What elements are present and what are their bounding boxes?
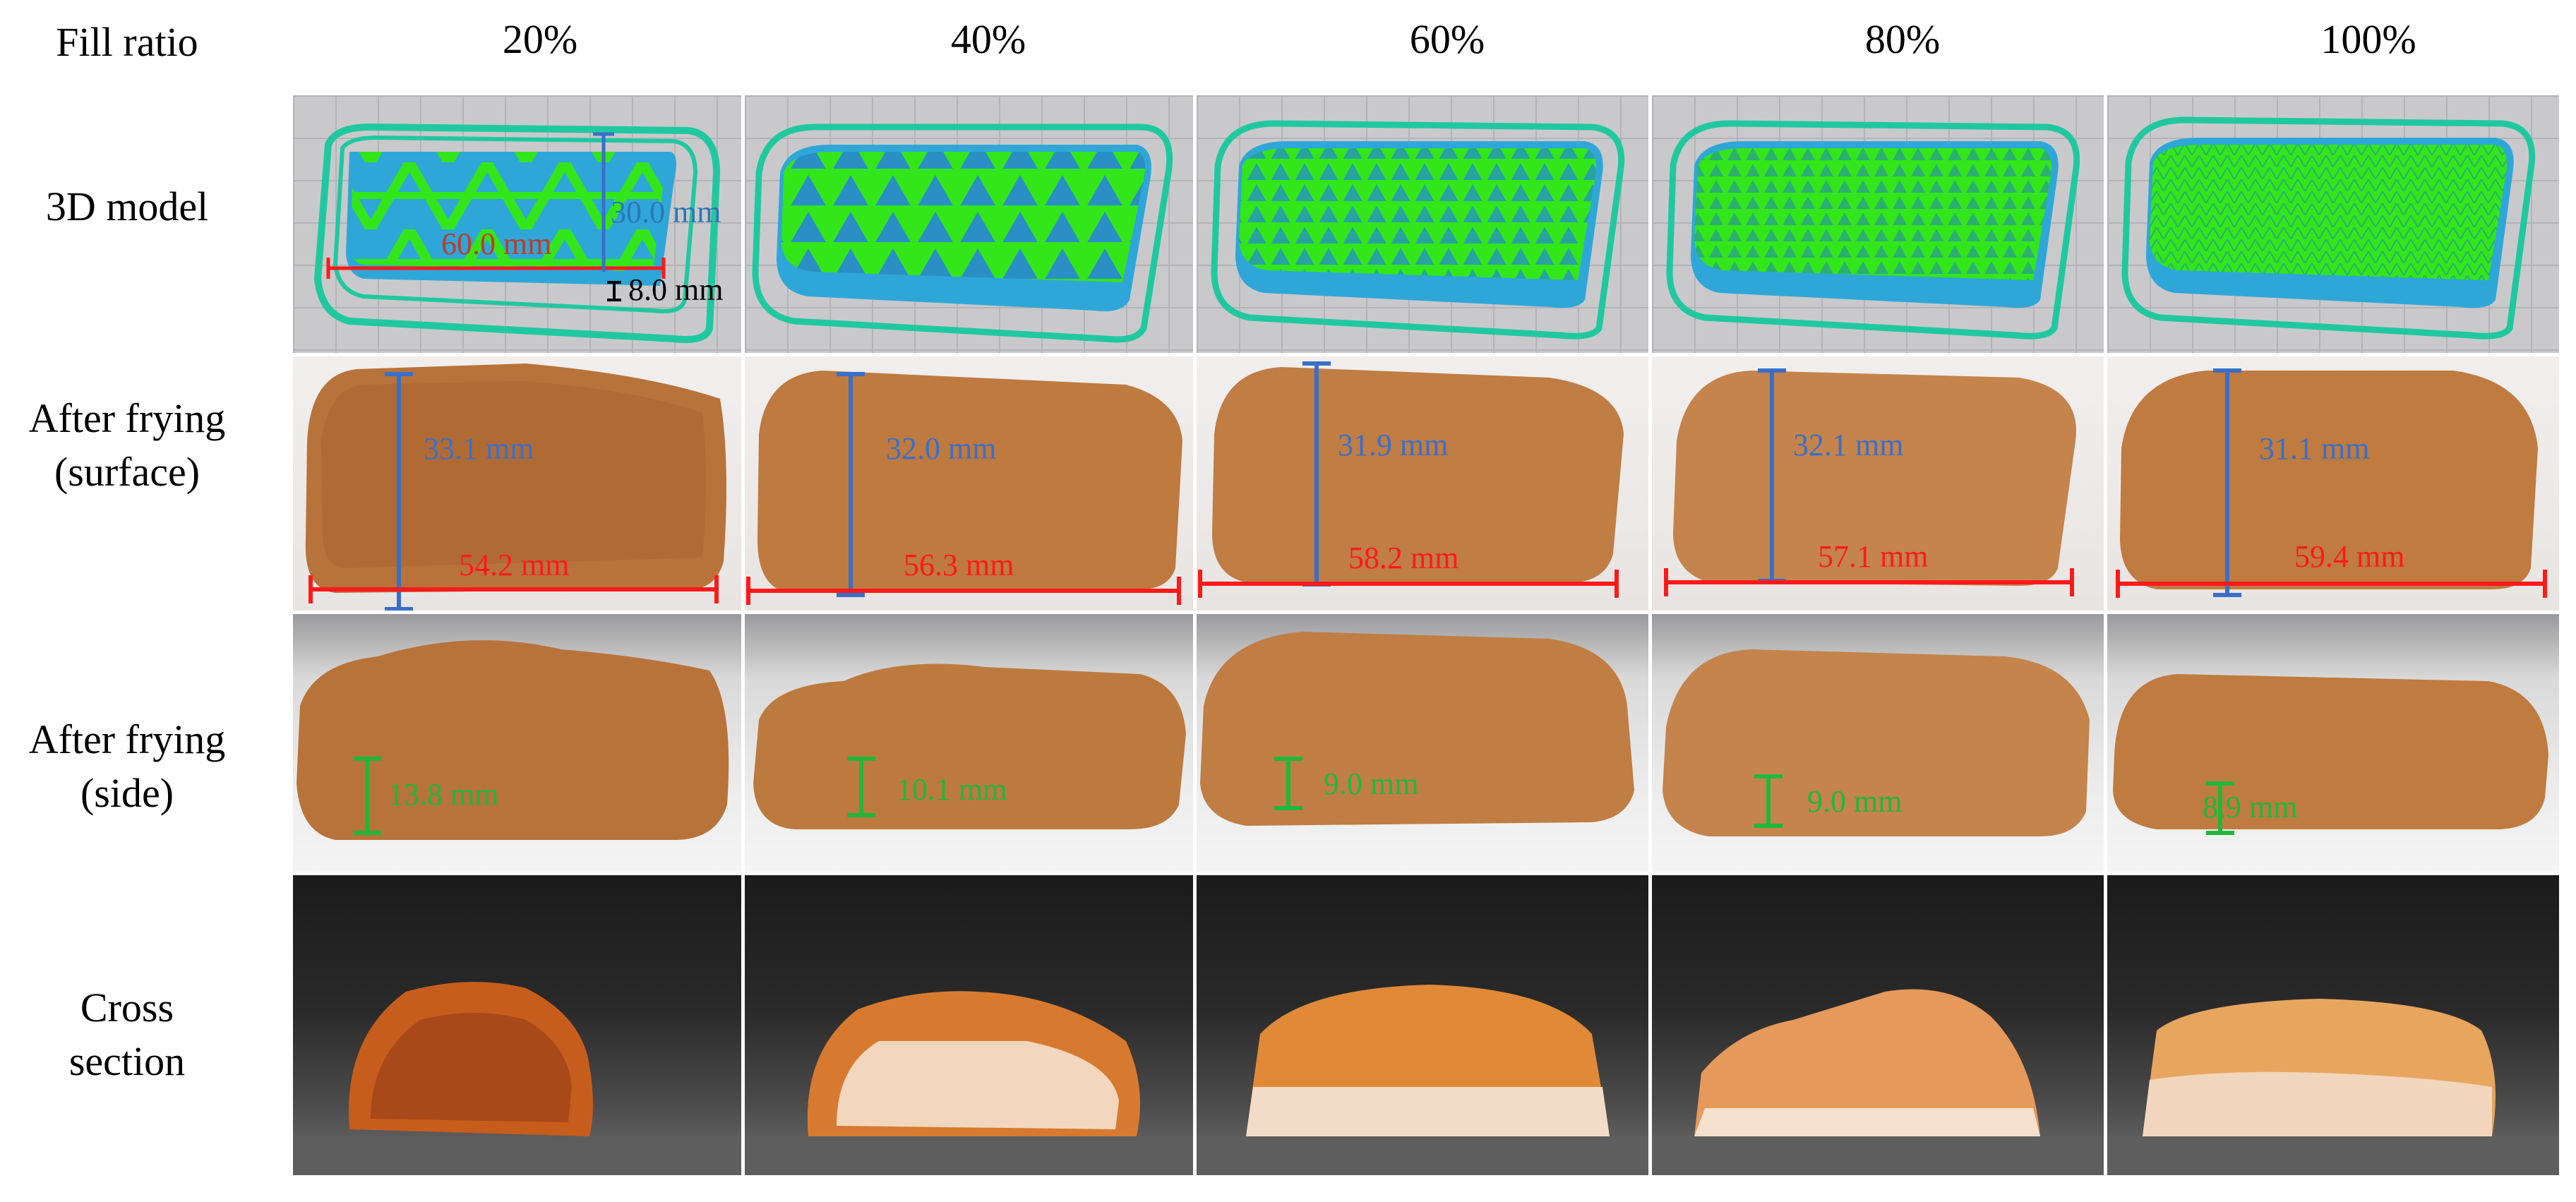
side-thickness-label: 13.8 mm — [388, 777, 498, 812]
column-header-80: 80% — [1864, 16, 1941, 62]
model-image-60 — [1197, 95, 1648, 353]
side-thickness-label: 8.9 mm — [2203, 790, 2297, 824]
surface-height-label: 32.1 mm — [1793, 428, 1903, 462]
side-thickness-label: 10.1 mm — [897, 772, 1007, 807]
column-header-20: 20% — [502, 16, 578, 62]
surface-width-label: 57.1 mm — [1818, 539, 1928, 574]
row-label-after-frying-surface: After frying (surface) — [7, 392, 247, 499]
side-photo-60: 9.0 mm — [1197, 614, 1648, 872]
side-photo-20: 13.8 mm — [293, 614, 741, 872]
surface-photo-60: 31.9 mm 58.2 mm — [1197, 356, 1648, 611]
model-width-label: 30.0 mm — [611, 195, 721, 229]
model-image-20: 60.0 mm 30.0 mm 8.0 mm — [293, 95, 741, 353]
side-thickness-label: 9.0 mm — [1807, 784, 1902, 819]
side-photo-40: 10.1 mm — [745, 614, 1193, 872]
row-label-cross-section: Cross section — [14, 981, 240, 1088]
cross-section-photo-100 — [2107, 875, 2559, 1175]
cross-section-photo-40 — [745, 875, 1193, 1175]
row-label-line-1: Cross — [80, 985, 174, 1030]
cross-section-photo-60 — [1197, 875, 1648, 1175]
cross-section-photo-80 — [1652, 875, 2104, 1175]
fill-ratio-label: Fill ratio — [56, 19, 198, 65]
surface-height-label: 32.0 mm — [886, 431, 996, 466]
row-label-line-2: (surface) — [54, 449, 200, 495]
side-photo-100: 8.9 mm — [2107, 614, 2559, 872]
surface-photo-40: 32.0 mm 56.3 mm — [745, 356, 1193, 611]
row-label-line-1: After frying — [28, 395, 226, 441]
model-image-100 — [2107, 95, 2559, 353]
surface-photo-20: 33.1 mm 54.2 mm — [293, 356, 741, 611]
column-header-100: 100% — [2320, 16, 2416, 62]
surface-width-label: 54.2 mm — [459, 548, 569, 582]
column-header-60: 60% — [1409, 16, 1485, 62]
cross-section-photo-20 — [293, 875, 741, 1175]
side-thickness-label: 9.0 mm — [1324, 767, 1418, 801]
surface-width-label: 59.4 mm — [2294, 539, 2404, 574]
model-height-label: 8.0 mm — [628, 272, 723, 307]
row-label-line-2: section — [68, 1038, 186, 1084]
side-photo-80: 9.0 mm — [1652, 614, 2104, 872]
surface-height-label: 31.1 mm — [2259, 431, 2369, 466]
model-image-80 — [1652, 95, 2104, 353]
model-image-40 — [745, 95, 1193, 353]
surface-width-label: 58.2 mm — [1348, 541, 1458, 575]
surface-photo-100: 31.1 mm 59.4 mm — [2107, 356, 2559, 611]
surface-photo-80: 32.1 mm 57.1 mm — [1652, 356, 2104, 611]
column-header-40: 40% — [950, 16, 1026, 62]
row-label-after-frying-side: After frying (side) — [7, 713, 247, 820]
model-length-label: 60.0 mm — [441, 227, 551, 261]
surface-width-label: 56.3 mm — [904, 548, 1014, 582]
row-label-3d-model: 3D model — [45, 184, 209, 229]
row-label-line-1: After frying — [28, 716, 226, 762]
surface-height-label: 33.1 mm — [424, 431, 534, 466]
row-label-line-2: (side) — [80, 770, 174, 816]
surface-height-label: 31.9 mm — [1338, 428, 1448, 462]
